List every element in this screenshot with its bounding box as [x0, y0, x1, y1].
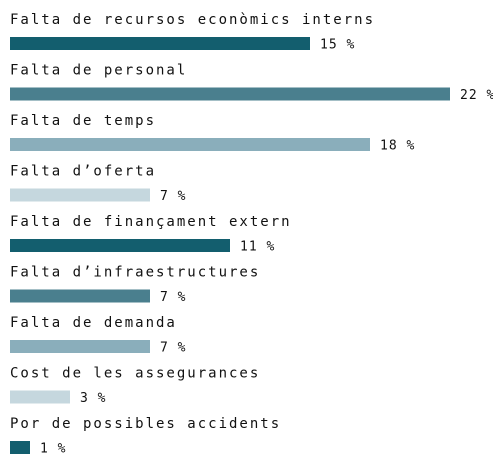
value-label: 3 %: [80, 391, 106, 406]
category-label: Falta de demanda: [10, 315, 177, 331]
bar: [10, 188, 150, 202]
value-label: 7 %: [160, 341, 186, 356]
bar: [10, 87, 450, 101]
bar: [10, 239, 230, 252]
bar: [10, 441, 30, 454]
category-label: Cost de les assegurances: [10, 366, 260, 382]
category-label: Falta de finançament extern: [10, 214, 292, 230]
bar: [10, 289, 150, 303]
bar: [10, 138, 370, 151]
category-label: Falta d’infraestructures: [10, 265, 260, 281]
category-label: Falta de personal: [10, 63, 187, 79]
category-label: Falta de temps: [10, 113, 156, 129]
value-label: 22 %: [460, 88, 493, 103]
category-label: Por de possibles accidents: [10, 416, 281, 432]
value-label: 15 %: [320, 38, 355, 53]
category-label: Falta d’oferta: [10, 164, 156, 180]
value-label: 7 %: [160, 189, 186, 204]
value-label: 7 %: [160, 290, 186, 305]
value-label: 11 %: [240, 240, 275, 255]
value-label: 18 %: [380, 139, 415, 154]
bar: [10, 37, 310, 50]
value-label: 1 %: [40, 442, 66, 456]
bar: [10, 390, 70, 404]
category-label: Falta de recursos econòmics interns: [10, 12, 375, 28]
bar: [10, 340, 150, 353]
